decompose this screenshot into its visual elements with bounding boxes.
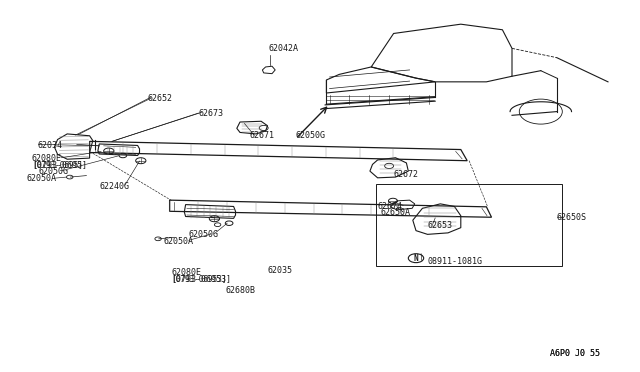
Text: 62240G: 62240G: [99, 182, 129, 190]
Text: 62650A: 62650A: [381, 208, 411, 217]
Text: A6P0 J0 55: A6P0 J0 55: [550, 349, 600, 358]
Text: 62674: 62674: [378, 202, 403, 211]
Text: 62080E: 62080E: [32, 154, 62, 163]
Text: 62671: 62671: [250, 131, 275, 140]
Text: 62680B: 62680B: [225, 286, 255, 295]
Text: [0793-06953]: [0793-06953]: [172, 275, 232, 283]
Text: 62035: 62035: [268, 266, 292, 275]
Text: 62673: 62673: [198, 109, 223, 118]
Text: 62672: 62672: [394, 170, 419, 179]
Text: 08911-1081G: 08911-1081G: [428, 257, 483, 266]
Text: 62050A: 62050A: [27, 174, 57, 183]
Text: 62050A: 62050A: [163, 237, 193, 246]
Text: 62050G: 62050G: [38, 167, 68, 176]
Text: 62653: 62653: [428, 221, 452, 230]
Text: 62080E: 62080E: [172, 268, 202, 277]
Text: 62650S: 62650S: [557, 213, 587, 222]
Text: N: N: [413, 254, 419, 263]
Text: [0793-0695]: [0793-0695]: [32, 160, 83, 169]
Text: 62034: 62034: [37, 141, 62, 150]
Text: [0793-06953]: [0793-06953]: [172, 275, 227, 283]
Text: 62042A: 62042A: [269, 44, 299, 53]
Text: 62652: 62652: [147, 94, 172, 103]
Text: A6P0 J0 55: A6P0 J0 55: [550, 349, 600, 358]
Text: [0793-0695]: [0793-0695]: [32, 160, 87, 169]
Bar: [376, 184, 562, 266]
Text: 62050G: 62050G: [189, 230, 219, 239]
Text: 62050G: 62050G: [296, 131, 326, 140]
